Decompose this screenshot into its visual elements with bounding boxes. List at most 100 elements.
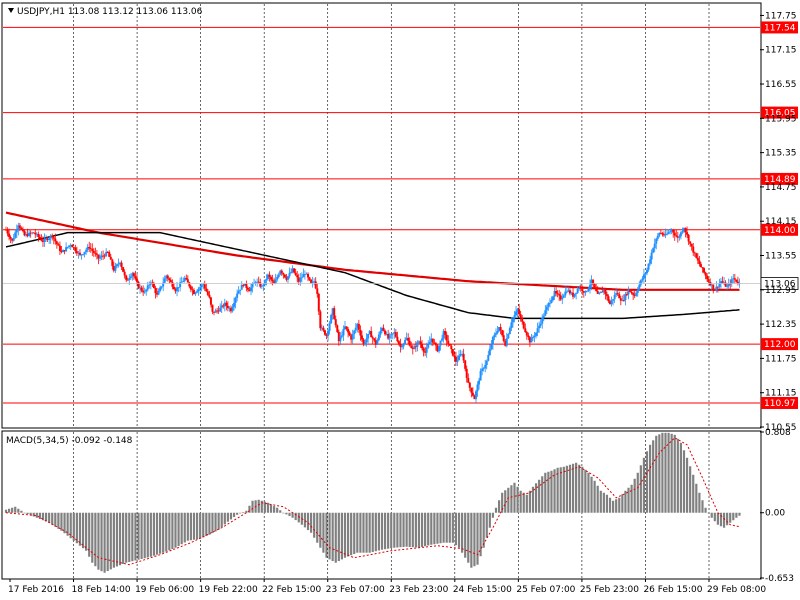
candle-body — [444, 331, 447, 335]
candle-body — [168, 278, 171, 281]
candle-body — [66, 246, 69, 248]
macd-histogram-bar — [377, 512, 380, 551]
candle-body — [533, 335, 536, 338]
candle-body — [729, 283, 732, 285]
candle-body — [45, 238, 48, 240]
candle-body — [490, 344, 493, 349]
candle-body — [599, 291, 602, 293]
candle-body — [334, 319, 337, 326]
macd-histogram-bar — [368, 512, 371, 553]
candle-body — [43, 238, 46, 243]
candle-body — [8, 233, 11, 237]
candle-body — [176, 287, 179, 292]
level-label: 110.97 — [764, 399, 796, 409]
candle-body — [661, 233, 664, 235]
candle-body — [535, 332, 538, 336]
candle-body — [376, 339, 379, 345]
candle-body — [377, 334, 380, 340]
candle-body — [436, 345, 439, 352]
macd-histogram-bar — [309, 512, 313, 533]
candle-body — [360, 335, 363, 340]
macd-histogram-bar — [414, 512, 417, 548]
candle-body — [479, 371, 482, 381]
candle-body — [528, 337, 531, 343]
candle-body — [696, 257, 699, 261]
candle-body — [588, 284, 591, 289]
candle-body — [348, 332, 351, 336]
macd-histogram-bar — [146, 512, 149, 558]
candle-body — [112, 265, 115, 271]
candle-body — [229, 308, 232, 312]
candle-body — [474, 391, 477, 400]
candle-body — [730, 279, 733, 284]
candle-body — [290, 271, 293, 273]
candle-body — [117, 263, 120, 265]
macd-histogram-bar — [510, 485, 513, 513]
candle-body — [627, 289, 630, 295]
candle-body — [609, 301, 612, 305]
candle-body — [673, 232, 676, 236]
macd-histogram-bar — [4, 509, 8, 513]
candle-body — [482, 368, 485, 370]
macd-histogram-bar — [544, 472, 547, 513]
candle-body — [225, 302, 228, 306]
candle-body — [649, 259, 652, 264]
candle-body — [323, 330, 326, 335]
macd-histogram-bar — [556, 467, 559, 513]
macd-histogram-bar — [26, 512, 29, 514]
candle-body — [612, 299, 615, 301]
candle-body — [462, 353, 465, 361]
x-tick-label: 25 Feb 07:00 — [516, 585, 575, 595]
candle-body — [300, 277, 303, 279]
candle-body — [565, 291, 568, 293]
macd-histogram-bar — [387, 512, 390, 549]
macd-histogram-bar — [692, 474, 695, 513]
candle-body — [236, 293, 239, 298]
candle-body — [516, 309, 519, 312]
macd-histogram-bar — [482, 512, 485, 548]
candle-body — [587, 288, 590, 291]
macd-histogram-bar — [325, 512, 328, 558]
candle-body — [69, 245, 72, 246]
macd-histogram-bar — [473, 512, 476, 567]
macd-histogram-bar — [568, 464, 572, 513]
candle-body — [242, 284, 245, 286]
macd-histogram-bar — [297, 512, 300, 523]
candle-body — [502, 335, 505, 341]
macd-histogram-bar — [322, 512, 325, 553]
candle-body — [308, 277, 311, 280]
candle-body — [259, 282, 262, 287]
macd-histogram-bar — [334, 512, 337, 563]
candle-body — [539, 323, 542, 326]
macd-histogram-bar — [497, 500, 501, 513]
candle-body — [9, 236, 12, 239]
candle-body — [328, 323, 331, 331]
candle-body — [31, 232, 34, 234]
candle-body — [448, 343, 451, 346]
candle-body — [68, 245, 71, 247]
candle-body — [98, 257, 101, 259]
candle-body — [484, 364, 487, 369]
candle-body — [402, 343, 405, 347]
macd-histogram-bar — [192, 512, 196, 540]
candle-body — [441, 338, 444, 341]
candle-body — [515, 311, 518, 316]
candle-body — [625, 294, 628, 295]
candle-body — [504, 340, 507, 346]
candle-body — [125, 275, 128, 280]
candle-body — [139, 287, 142, 289]
candle-body — [23, 230, 26, 236]
macd-histogram-bar — [72, 512, 75, 541]
candle-body — [222, 305, 225, 307]
macd-histogram-bar — [695, 483, 698, 513]
macd-histogram-bar — [269, 504, 273, 513]
macd-histogram-bar — [667, 432, 670, 513]
candle-body — [636, 289, 639, 293]
candle-body — [357, 323, 360, 330]
dropdown-triangle-icon[interactable] — [8, 8, 14, 13]
candle-body — [561, 297, 564, 300]
candle-body — [621, 300, 624, 301]
macd-histogram-bar — [383, 512, 387, 550]
candle-body — [524, 328, 527, 333]
candle-body — [55, 241, 58, 245]
